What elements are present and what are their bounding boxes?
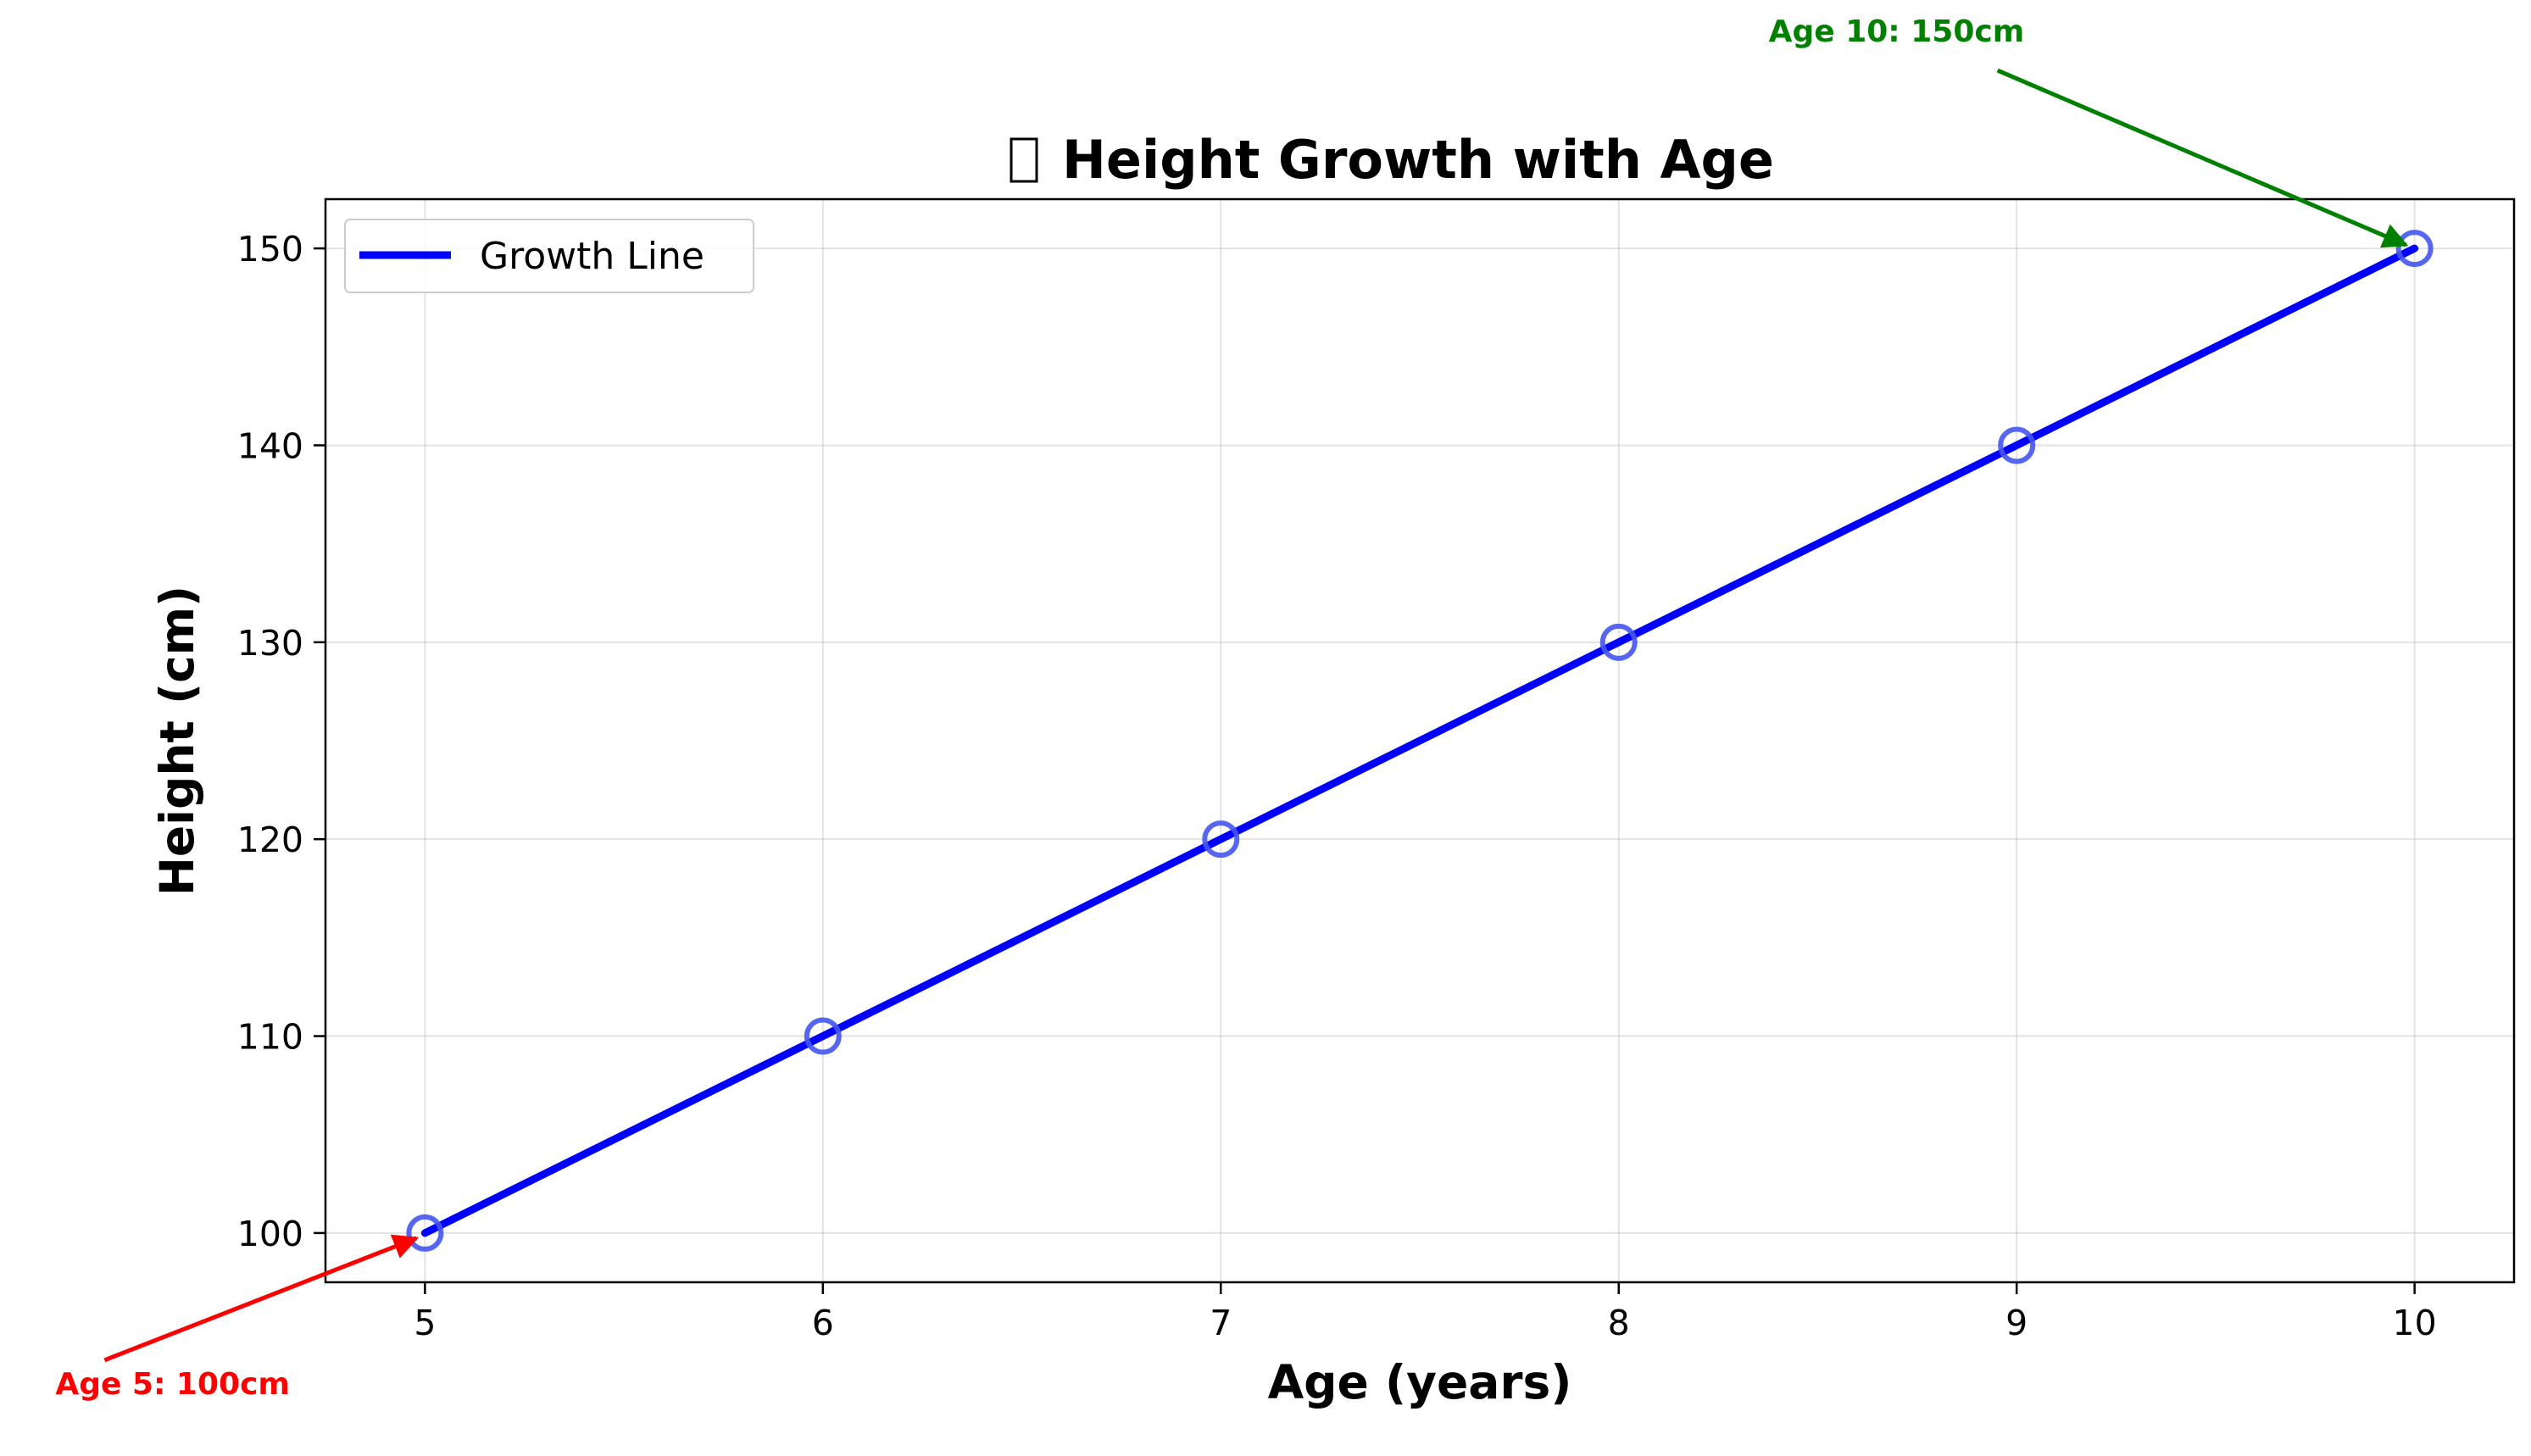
plot-frame <box>324 197 2516 1284</box>
annotation-arrow <box>1996 68 2409 248</box>
data-point <box>1599 623 1638 661</box>
y-tick-label: 130 <box>237 623 303 664</box>
series-layer <box>406 230 2434 1252</box>
data-point <box>406 1214 444 1252</box>
legend-label-growth-line: Growth Line <box>480 235 704 278</box>
y-tick-label: 150 <box>237 229 303 270</box>
y-axis-label: Height (cm) <box>150 586 204 896</box>
x-tick-label: 10 <box>2393 1303 2437 1343</box>
y-tick-label: 140 <box>237 425 303 466</box>
x-axis-ticks: 5 6 7 8 9 10 <box>414 1282 2437 1343</box>
x-axis-label: Age (years) <box>1268 1355 1572 1409</box>
x-tick-label: 5 <box>414 1303 436 1343</box>
x-tick-label: 6 <box>812 1303 834 1343</box>
chart-icon <box>1010 137 1038 183</box>
data-point <box>804 1017 842 1055</box>
annotation-arrow <box>103 1234 420 1363</box>
annotations: Age 5: 100cm Age 10: 150cm <box>55 14 2409 1402</box>
legend: Growth Line <box>344 219 754 293</box>
y-tick-label: 110 <box>237 1017 303 1058</box>
y-axis-ticks: 100 110 120 130 140 150 <box>237 229 325 1254</box>
legend-box <box>344 219 754 293</box>
y-tick-label: 100 <box>237 1214 303 1254</box>
grid-lines <box>325 199 2514 1282</box>
chart-title-text: Height Growth with Age <box>1062 129 1774 191</box>
data-point <box>2395 230 2434 268</box>
x-tick-label: 7 <box>1210 1303 1232 1343</box>
x-tick-label: 8 <box>1608 1303 1630 1343</box>
y-tick-label: 120 <box>237 820 303 860</box>
annotation-label: Age 10: 150cm <box>1769 14 2025 49</box>
data-point <box>1998 426 2036 464</box>
series-line-growth-line <box>420 244 2419 1237</box>
chart-title: Height Growth with Age <box>1010 129 1774 191</box>
annotation-label: Age 5: 100cm <box>55 1367 290 1402</box>
x-tick-label: 9 <box>2005 1303 2028 1343</box>
data-point <box>1202 820 1240 859</box>
